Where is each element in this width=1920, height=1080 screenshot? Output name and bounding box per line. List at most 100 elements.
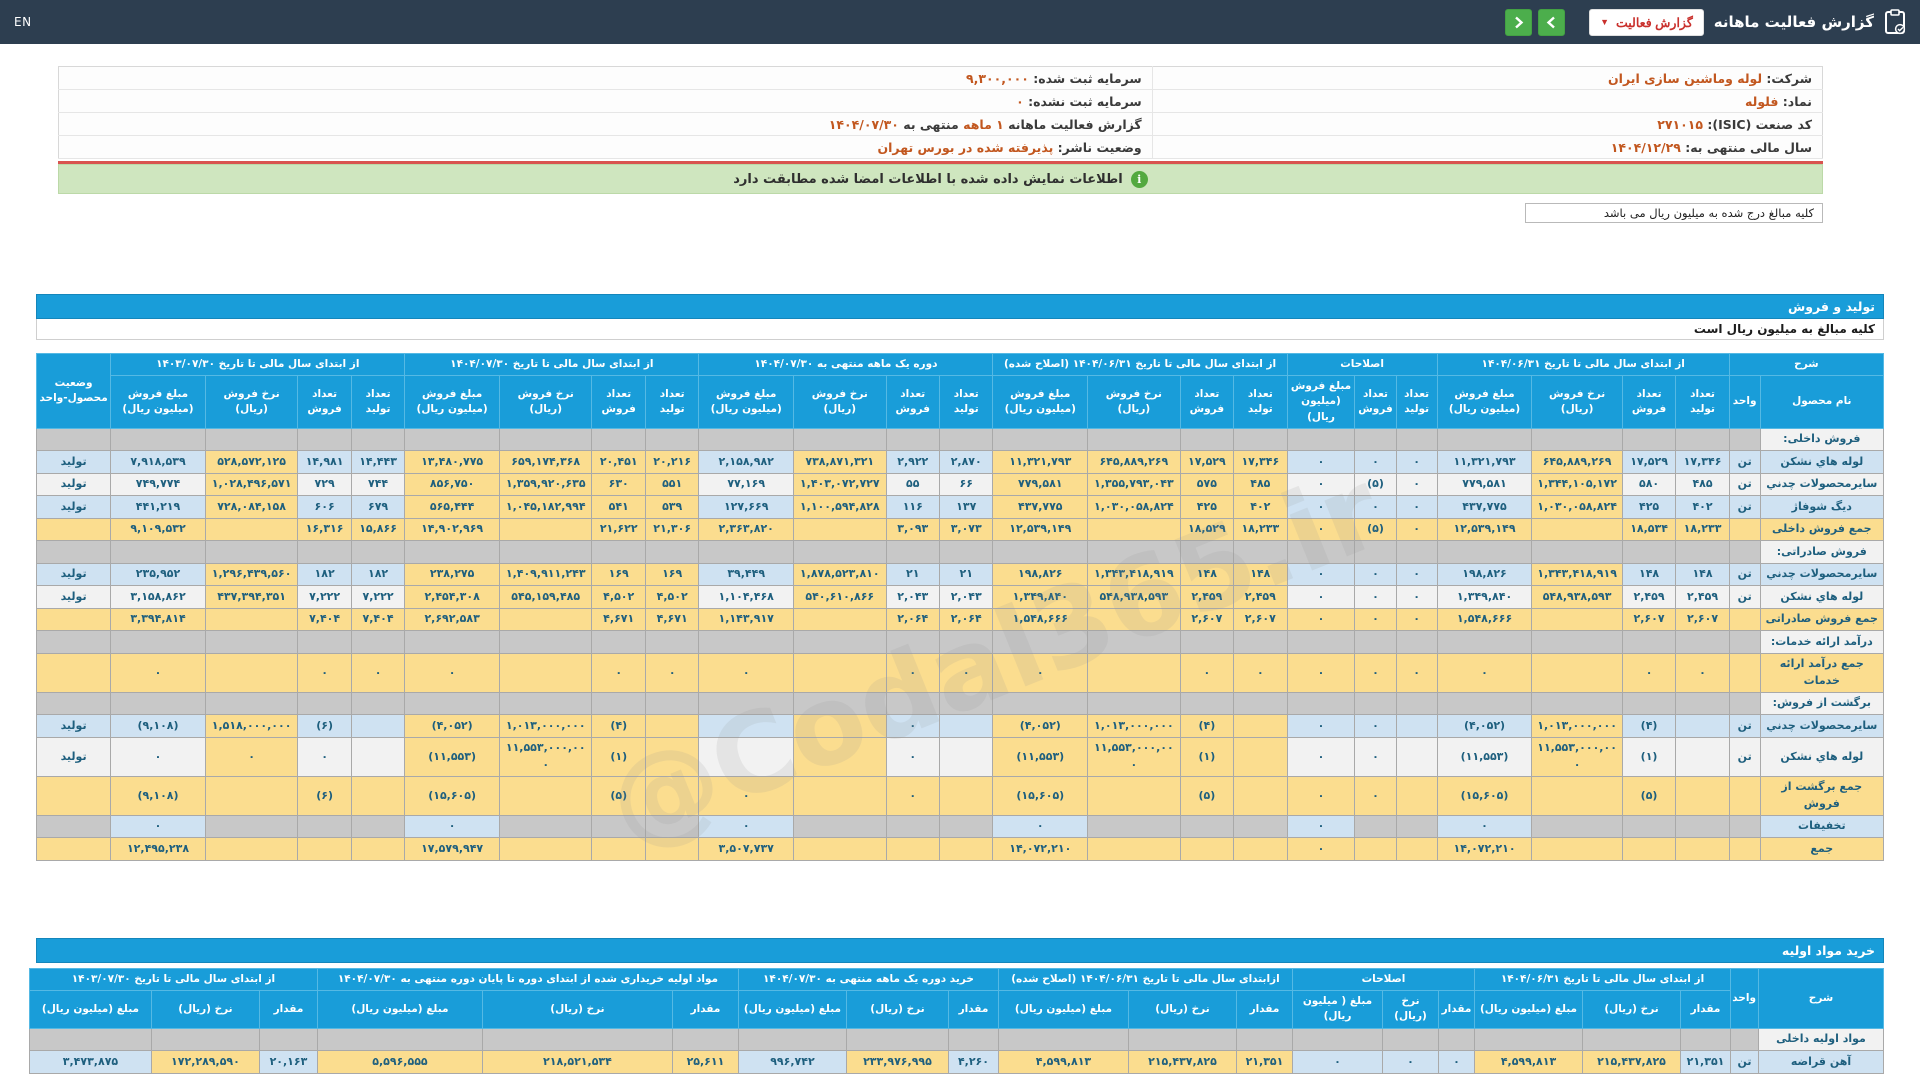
cell-value (793, 607, 887, 632)
cell-value: ۰ (297, 652, 352, 693)
cell-empty (404, 540, 500, 564)
cell-empty (1291, 1027, 1384, 1052)
prev-report-button[interactable] (1538, 8, 1566, 36)
top-bar: گزارش فعالیت ماهانه گزارش فعالیت ▼ EN (0, 0, 1920, 44)
cell-unit (1728, 607, 1761, 632)
cell-value: ۰ (1354, 607, 1397, 632)
col-header: مقدار (1680, 990, 1731, 1029)
cell-empty (1233, 427, 1288, 452)
col-header: نرخ فروش (ریال) (498, 375, 593, 429)
cell-value: ۲,۴۵۹ (1675, 585, 1730, 609)
cell-value (498, 814, 593, 839)
cell-empty (997, 1027, 1129, 1052)
cell-value: ۱,۵۴۸,۶۶۶ (992, 607, 1089, 632)
cell-value (498, 607, 593, 632)
cell-value: ۹۹۶,۷۴۲ (737, 1050, 847, 1074)
cell-value: ۷۳۸,۸۷۱,۳۲۱ (793, 450, 887, 474)
cell-empty (35, 691, 112, 716)
info-value: پذیرفته شده در بورس تهران (877, 139, 1054, 155)
cell-value: ۰ (110, 652, 206, 693)
cell-value (1354, 814, 1397, 839)
cell-value (1675, 837, 1730, 861)
cell-empty (644, 630, 700, 654)
cell-empty (1675, 427, 1730, 452)
cell-value: ۰ (1286, 495, 1356, 519)
cell-unit (1728, 814, 1761, 839)
col-header: نرخ (ریال) (845, 990, 949, 1029)
language-switch[interactable]: EN (14, 15, 32, 29)
col-header: نرخ (ریال) (1382, 990, 1439, 1029)
cell-value: ۱,۰۳۰,۰۵۸,۸۲۴ (1531, 495, 1623, 519)
cell-empty (498, 630, 593, 654)
cell-value: ۲۱۵,۴۳۷,۸۲۵ (1582, 1050, 1681, 1074)
cell-value: (۶) (297, 714, 352, 738)
cell-value: ۶۰۶ (297, 495, 352, 519)
table-row: فروش صادراتی: (35, 540, 1885, 564)
cell-value: ۹,۱۰۹,۵۳۲ (110, 517, 206, 542)
cell-empty (793, 540, 887, 564)
cell-value: ۰ (404, 652, 500, 693)
cell-empty (110, 427, 206, 452)
report-type-dropdown[interactable]: گزارش فعالیت ▼ (1589, 8, 1704, 36)
cell-value: ۱,۰۴۵,۱۸۲,۹۹۴ (498, 495, 593, 519)
next-report-button[interactable] (1505, 8, 1533, 36)
cell-value: ۲,۴۵۹ (1621, 585, 1677, 609)
cell-value: ۷۷۹,۵۸۱ (1436, 472, 1533, 497)
cell-value: ۵,۵۹۶,۵۵۵ (316, 1050, 483, 1074)
info-value: ۱ ماهه (963, 116, 1004, 132)
cell-value: ۱۹۸,۸۲۶ (1436, 562, 1533, 587)
cell-empty (1438, 1027, 1475, 1052)
cell-value: ۰ (1286, 652, 1356, 693)
cell-empty (404, 691, 500, 716)
col-header: تعداد تولید (644, 375, 700, 429)
cell-value (644, 736, 700, 777)
cell-value: ۰ (1179, 652, 1235, 693)
cell-value: ۱,۴۰۹,۹۱۱,۲۴۳ (498, 562, 593, 587)
cell-value: ۱۸,۵۲۹ (1179, 517, 1235, 542)
section-row-label: فروش داخلی: (1759, 427, 1885, 452)
col-header: مبلغ فروش (میلیون ریال) (1436, 375, 1533, 429)
cell-value: ۱۷۲,۲۸۹,۵۹۰ (150, 1050, 260, 1074)
cell-empty (1395, 630, 1438, 654)
cell-value: ۱۴,۴۴۳ (350, 450, 406, 474)
cell-empty (938, 691, 994, 716)
cell-empty (1531, 540, 1623, 564)
table-row: مواد اولیه داخلی (28, 1027, 1884, 1052)
cell-empty (350, 691, 406, 716)
cell-value: ۱۸,۲۳۳ (1675, 517, 1730, 542)
cell-value: ۱۷,۵۲۹ (1621, 450, 1677, 474)
cell-empty (1087, 540, 1181, 564)
cell-value (1621, 814, 1677, 839)
cell-empty (591, 691, 646, 716)
cell-value: ۵۸۰ (1621, 472, 1677, 497)
cell-value: ۱۸,۵۳۴ (1621, 517, 1677, 542)
cell-value: ۷۲۹ (297, 472, 352, 497)
cell-value (698, 714, 794, 738)
cell-empty (1179, 427, 1235, 452)
cell-empty (1395, 427, 1438, 452)
cell-value: ۱۳۷ (938, 495, 994, 519)
cell-empty (1621, 427, 1677, 452)
table-row: برگشت از فروش: (35, 691, 1885, 716)
col-header: شرح (1728, 352, 1885, 377)
cell-empty (698, 540, 794, 564)
cell-value (204, 837, 299, 861)
cell-value: ۱,۲۹۶,۴۳۹,۵۶۰ (204, 562, 299, 587)
cell-value: ۱,۱۰۴,۴۶۸ (698, 585, 794, 609)
cell-empty (938, 630, 994, 654)
cell-value: ۱۱۶ (885, 495, 941, 519)
cell-value: ۱,۰۳۰,۰۵۸,۸۲۴ (1087, 495, 1181, 519)
table-row: سایرمحصولات چدني تن ۱۴۸ ۱۴۸ ۱,۳۴۳,۴۱۸,۹۱۹ ۱۹۸… (35, 562, 1885, 587)
col-header: از ابتدای سال مالی تا تاریخ ۱۴۰۴/۰۷/۳۰ (404, 352, 700, 377)
cell-value: (۱۵,۶۰۵) (1436, 775, 1533, 816)
cell-value: ۱۱,۵۵۳,۰۰۰,۰۰۰ (1531, 736, 1623, 777)
cell-value: ۷۴۹,۷۷۴ (110, 472, 206, 497)
cell-empty (1395, 540, 1438, 564)
cell-empty (1621, 630, 1677, 654)
cell-empty (350, 540, 406, 564)
cell-status: تولید (35, 472, 112, 497)
cell-product-name: آهن قراضه (1758, 1050, 1884, 1074)
cell-value: ۶۷۹ (350, 495, 406, 519)
cell-value: ۱۷,۵۲۹ (1179, 450, 1235, 474)
cell-value: ۲,۱۵۸,۹۸۲ (698, 450, 794, 474)
